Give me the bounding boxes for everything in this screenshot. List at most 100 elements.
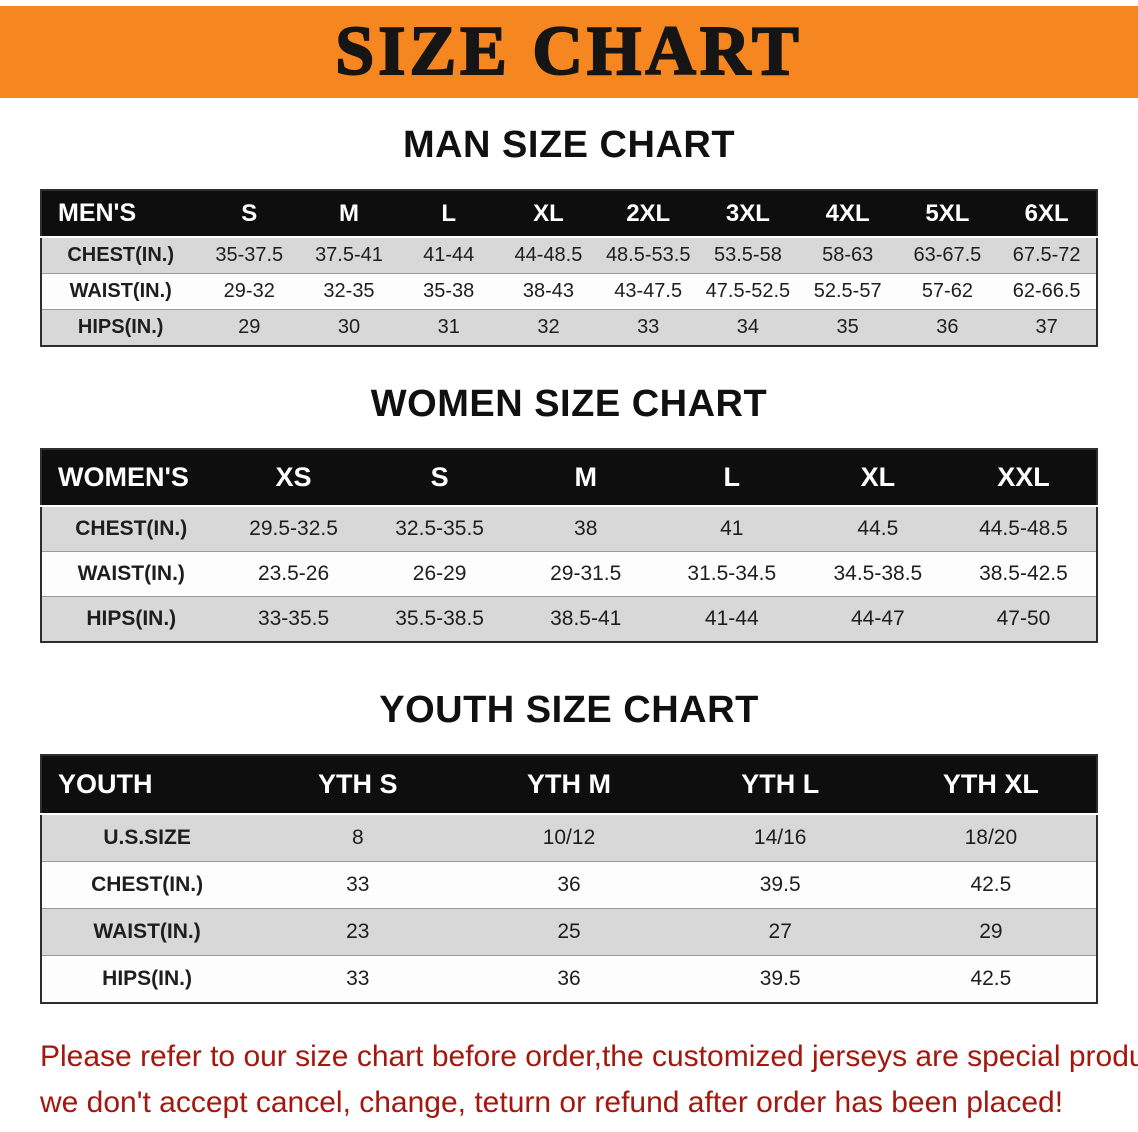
- measurement-label: CHEST(IN.): [67, 244, 175, 266]
- size-value: 58-63: [822, 244, 874, 266]
- size-value: 31.5-34.5: [687, 562, 777, 585]
- size-column-header: L: [658, 449, 805, 507]
- size-column-header: XL: [498, 190, 599, 238]
- size-value: 42.5: [970, 967, 1012, 990]
- disclaimer-line-2: we don't accept cancel, change, teturn o…: [40, 1086, 1064, 1119]
- measurement-label: U.S.SIZE: [103, 826, 191, 849]
- size-value: 57-62: [921, 280, 973, 302]
- measurement-row: U.S.SIZE 8 10/12 14/16 18/20: [41, 814, 1097, 862]
- size-value: 35.5-38.5: [395, 607, 484, 630]
- measurement-label: HIPS(IN.): [77, 316, 164, 338]
- size-value: 32.5-35.5: [395, 517, 484, 540]
- size-column-header: 3XL: [698, 190, 798, 238]
- table-header-row: WOMEN'S XS S M L XL XXL: [41, 449, 1097, 507]
- size-value: 27: [768, 920, 792, 943]
- size-value: 44.5-48.5: [979, 517, 1068, 540]
- banner: SIZE CHART: [0, 6, 1138, 98]
- size-column-header: 2XL: [598, 190, 699, 238]
- size-column-header: 5XL: [897, 190, 998, 238]
- measurement-row: CHEST(IN.) 35-37.5 37.5-41 41-44 44-48.5 48.5…: [41, 237, 1097, 274]
- size-value: 34.5-38.5: [833, 562, 923, 585]
- size-value: 38.5-41: [550, 607, 622, 630]
- measurement-label: HIPS(IN.): [86, 607, 177, 630]
- measurement-row: WAIST(IN.) 23.5-26 26-29 29-31.5 31.5-34.5 34…: [41, 551, 1097, 597]
- size-value: 36: [557, 873, 581, 896]
- table-title-cell: WOMEN'S: [41, 449, 221, 507]
- size-value: 14/16: [753, 826, 807, 849]
- size-value: 35-37.5: [215, 244, 284, 266]
- size-value: 42.5: [970, 873, 1012, 896]
- size-value: 30: [337, 316, 361, 338]
- size-value: 53.5-58: [714, 244, 782, 266]
- measurement-label: WAIST(IN.): [77, 562, 185, 585]
- size-value: 38.5-42.5: [979, 562, 1068, 585]
- size-value: 26-29: [412, 562, 467, 585]
- size-value: 29-32: [223, 280, 275, 302]
- size-value: 33: [346, 967, 370, 990]
- measurement-row: WAIST(IN.) 29-32 32-35 35-38 38-43 43-47.5 47.…: [41, 273, 1097, 310]
- size-value: 63-67.5: [913, 244, 982, 266]
- size-value: 44.5: [857, 517, 899, 540]
- page-title: SIZE CHART: [334, 13, 803, 90]
- size-value: 34: [736, 316, 760, 338]
- size-value: 48.5-53.5: [605, 244, 691, 266]
- size-value: 29.5-32.5: [249, 517, 338, 540]
- size-value: 32: [537, 316, 560, 338]
- youth-size-table: YOUTH YTH S YTH M YTH L YTH XL U.S.SIZE 8 10/12…: [40, 754, 1098, 1004]
- size-value: 44-48.5: [514, 244, 583, 266]
- size-column-header: YTH S: [252, 755, 464, 815]
- size-value: 67.5-72: [1012, 244, 1081, 266]
- youth-size-section: YOUTH SIZE CHART YOUTH YTH S YTH M YTH L YTH…: [0, 689, 1138, 1004]
- size-value: 29: [238, 316, 261, 338]
- size-value: 18/20: [964, 826, 1018, 849]
- size-value: 35: [836, 316, 859, 338]
- size-value: 29: [979, 920, 1003, 943]
- size-column-header: XS: [220, 449, 367, 507]
- size-value: 10/12: [542, 826, 596, 849]
- size-value: 37.5-41: [315, 244, 383, 266]
- size-column-header: XXL: [950, 449, 1097, 507]
- size-column-header: YTH L: [674, 755, 886, 815]
- measurement-label: WAIST(IN.): [69, 280, 172, 302]
- men-size-section: MAN SIZE CHART MEN'S S M L XL 2XL 3XL 4XL 5XL 6XL…: [0, 124, 1138, 347]
- women-size-section: WOMEN SIZE CHART WOMEN'S XS S M L XL XXL CHEST(…: [0, 383, 1138, 643]
- men-section-heading: MAN SIZE CHART: [402, 124, 736, 166]
- disclaimer: Please refer to our size chart before or…: [40, 1034, 1138, 1126]
- size-value: 33: [637, 316, 660, 338]
- disclaimer-line-1: Please refer to our size chart before or…: [40, 1040, 1138, 1073]
- measurement-label: HIPS(IN.): [102, 967, 193, 990]
- size-column-header: M: [299, 190, 399, 238]
- size-column-header: S: [366, 449, 513, 507]
- size-value: 47.5-52.5: [705, 280, 791, 302]
- size-value: 39.5: [759, 967, 801, 990]
- size-column-header: S: [199, 190, 300, 238]
- size-chart-page: SIZE CHART MAN SIZE CHART MEN'S S M L XL 2XL 3…: [0, 6, 1138, 1126]
- measurement-row: HIPS(IN.) 29 30 31 32 33 34 35 36 37: [41, 309, 1097, 346]
- size-value: 47-50: [996, 607, 1051, 630]
- size-value: 38: [574, 517, 598, 540]
- size-column-header: 4XL: [797, 190, 898, 238]
- measurement-row: HIPS(IN.) 33 36 39.5 42.5: [41, 955, 1097, 1003]
- measurement-row: CHEST(IN.) 29.5-32.5 32.5-35.5 38 41 44.5 44.5…: [41, 506, 1097, 552]
- size-value: 43-47.5: [614, 280, 683, 302]
- size-value: 33-35.5: [257, 607, 330, 630]
- size-value: 29-31.5: [550, 562, 622, 585]
- size-value: 8: [351, 826, 364, 849]
- table-header-row: MEN'S S M L XL 2XL 3XL 4XL 5XL 6XL: [41, 190, 1097, 238]
- size-value: 38-43: [522, 280, 575, 302]
- size-column-header: 6XL: [997, 190, 1097, 238]
- size-value: 44-47: [851, 607, 905, 630]
- measurement-row: HIPS(IN.) 33-35.5 35.5-38.5 38.5-41 41-44 44-…: [41, 596, 1097, 642]
- table-title-cell: MEN'S: [41, 190, 200, 238]
- size-column-header: L: [398, 190, 499, 238]
- measurement-label: CHEST(IN.): [75, 517, 188, 540]
- table-header-row: YOUTH YTH S YTH M YTH L YTH XL: [41, 755, 1097, 815]
- size-value: 41: [720, 517, 744, 540]
- size-value: 62-66.5: [1012, 280, 1081, 302]
- size-value: 36: [557, 967, 581, 990]
- size-value: 33: [346, 873, 370, 896]
- size-value: 25: [557, 920, 581, 943]
- size-column-header: YTH M: [463, 755, 675, 815]
- size-value: 41-44: [704, 607, 759, 630]
- youth-section-heading: YOUTH SIZE CHART: [379, 689, 759, 731]
